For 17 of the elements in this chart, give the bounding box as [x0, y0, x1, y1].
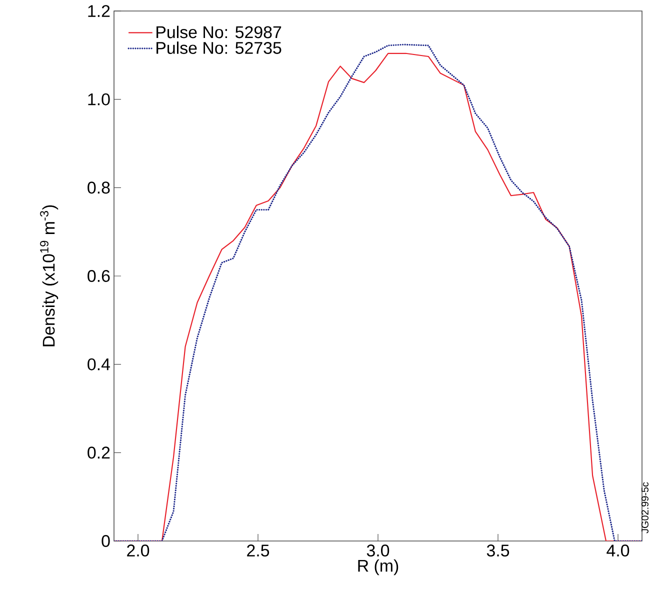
y-tick-label: 0 — [102, 535, 110, 547]
x-tick-label: 4.0 — [606, 544, 630, 557]
y-tick-label: 0.6 — [88, 270, 110, 282]
legend-label: Pulse No: 52987 — [156, 26, 282, 38]
x-tick-label: 3.0 — [366, 544, 390, 557]
y-tick-label: 0.2 — [88, 446, 110, 459]
x-tick-label: 2.5 — [247, 544, 270, 557]
y-tick-label: 0.4 — [88, 358, 110, 370]
x-tick-label: 3.5 — [486, 544, 510, 557]
legend-label: Pulse No: 52735 — [156, 42, 282, 54]
y-tick-label: 1.0 — [88, 93, 110, 106]
x-tick-label: 2.0 — [127, 544, 150, 557]
x-axis-title: R (m) — [358, 559, 398, 576]
y-axis-title: Density (x10$^{19}$ m$^{-3}$) — [40, 205, 58, 346]
y-tick-label: 1.2 — [88, 5, 110, 17]
annotation: JG02.99-5c — [641, 482, 648, 534]
y-tick-label: 0.8 — [88, 182, 110, 194]
